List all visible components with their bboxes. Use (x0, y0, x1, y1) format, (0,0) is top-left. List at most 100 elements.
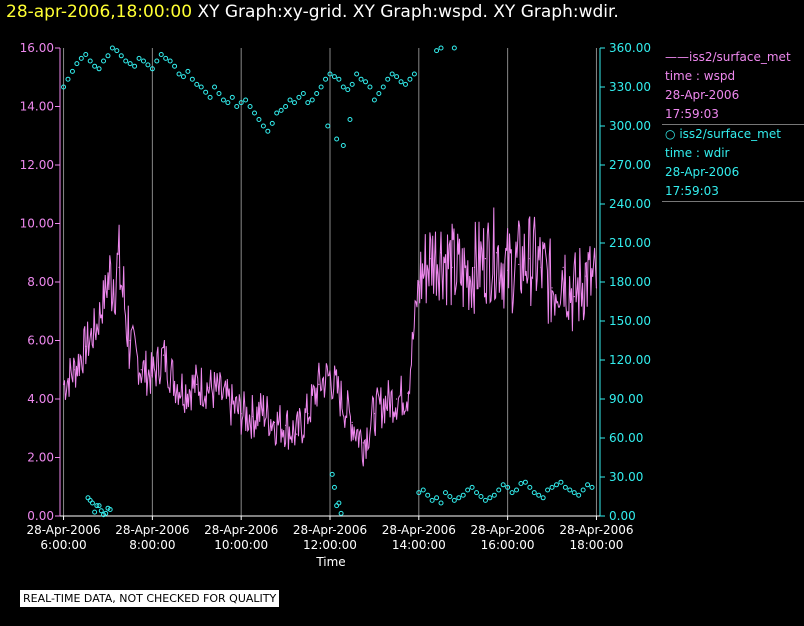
x-tick-time: 6:00:00 (40, 538, 86, 552)
wspd-point (495, 252, 498, 254)
grid-lines (63, 48, 597, 516)
wspd-point (518, 263, 520, 266)
wdir-point (580, 487, 586, 493)
wdir-point (500, 482, 506, 488)
wdir-point (101, 58, 107, 64)
y-right-tick-label: 330.00 (609, 80, 651, 94)
wdir-point (274, 110, 280, 116)
wspd-point (562, 266, 564, 268)
legend: ——iss2/surface_met time : wspd 28-Apr-20… (662, 48, 804, 202)
wdir-point (243, 97, 249, 103)
wdir-point (69, 68, 75, 74)
wspd-point (262, 410, 264, 412)
wspd-point (85, 345, 87, 347)
y-right-tick-label: 60.00 (609, 431, 643, 445)
wspd-point (462, 275, 464, 277)
wdir-point (216, 91, 222, 96)
wdir-point (465, 487, 471, 493)
wdir-point (101, 512, 107, 518)
wdir-point (336, 500, 342, 506)
wdir-point (402, 81, 408, 87)
y-right-tick-label: 120.00 (609, 353, 651, 367)
legend-wdir-time: 17:59:03 (665, 184, 719, 198)
wdir-point (589, 484, 595, 490)
wspd-point (484, 258, 487, 260)
wdir-point (347, 117, 353, 122)
wspd-point (573, 296, 575, 298)
wdir-point (585, 482, 591, 488)
wdir-point (87, 497, 93, 503)
y-right-tick-label: 30.00 (609, 470, 643, 484)
wdir-point (247, 104, 253, 109)
wspd-point (473, 266, 475, 268)
wdir-point (98, 508, 104, 514)
wspd-series (62, 207, 598, 467)
x-tick-date: 28-Apr-2006 (382, 523, 456, 537)
wdir-point (411, 71, 417, 77)
wdir-point (460, 492, 466, 498)
wdir-point (478, 494, 484, 499)
y-right-tick-labels: 0.00 30.00 60.00 90.00 120.00 150.00 180.00 210… (609, 41, 651, 523)
wdir-point (92, 63, 98, 69)
y-left-tick-label: 12.00 (20, 158, 54, 172)
wdir-point (407, 76, 413, 82)
axes (55, 47, 605, 520)
wdir-point (278, 107, 284, 113)
wspd-point (96, 325, 98, 327)
wspd-point (351, 421, 353, 423)
wspd-point (74, 369, 76, 371)
wdir-point (185, 68, 191, 74)
wspd-point (340, 398, 342, 400)
wdir-point (318, 84, 324, 90)
wdir-point (349, 81, 355, 87)
wspd-point (429, 258, 431, 260)
wdir-point (118, 53, 124, 59)
wdir-point (158, 52, 164, 57)
wdir-point (327, 71, 333, 77)
wdir-point (269, 120, 275, 126)
wdir-point (198, 84, 204, 90)
y-right-tick-label: 360.00 (609, 41, 651, 55)
wdir-point (429, 497, 435, 503)
wdir-point (456, 495, 462, 501)
wdir-point (74, 61, 80, 67)
wdir-point (61, 84, 67, 90)
quality-notice: REAL-TIME DATA, NOT CHECKED FOR QUALITY (20, 590, 280, 607)
wdir-point (442, 490, 448, 496)
legend-wdir-date: 28-Apr-2006 (665, 165, 740, 179)
legend-line-marker: —— (665, 50, 689, 64)
wdir-point (109, 45, 115, 51)
y-right-tick-label: 180.00 (609, 275, 651, 289)
wdir-point (127, 61, 133, 67)
wdir-point (376, 91, 382, 96)
wdir-point (287, 97, 293, 103)
x-tick-time: 12:00:00 (303, 538, 357, 552)
wdir-point (65, 76, 71, 82)
wdir-point (527, 484, 533, 490)
wdir-point (87, 58, 93, 64)
wdir-point (296, 94, 302, 100)
wdir-point (336, 76, 342, 82)
y-right-tick-label: 90.00 (609, 392, 643, 406)
wdir-point (438, 45, 444, 51)
wdir-point (212, 84, 218, 90)
wdir-point (234, 104, 240, 109)
y-left-tick-label: 16.00 (20, 41, 54, 55)
wspd-point (595, 287, 598, 289)
x-tick-date: 28-Apr-2006 (559, 523, 633, 537)
wspd-point (418, 281, 420, 283)
legend-divider (662, 124, 804, 125)
wdir-point (83, 52, 89, 57)
legend-wdir-title: ○ iss2/surface_met (665, 125, 804, 144)
wspd-point (273, 421, 276, 423)
wdir-point (305, 100, 311, 106)
wdir-point (96, 503, 102, 509)
wdir-point (331, 484, 337, 490)
wspd-point (529, 258, 531, 260)
wspd-point (284, 424, 287, 426)
wdir-point (487, 495, 493, 501)
y-left-tick-label: 4.00 (27, 392, 54, 406)
wspd-point (362, 442, 364, 444)
wdir-point (256, 117, 262, 122)
wspd-point (396, 398, 398, 400)
